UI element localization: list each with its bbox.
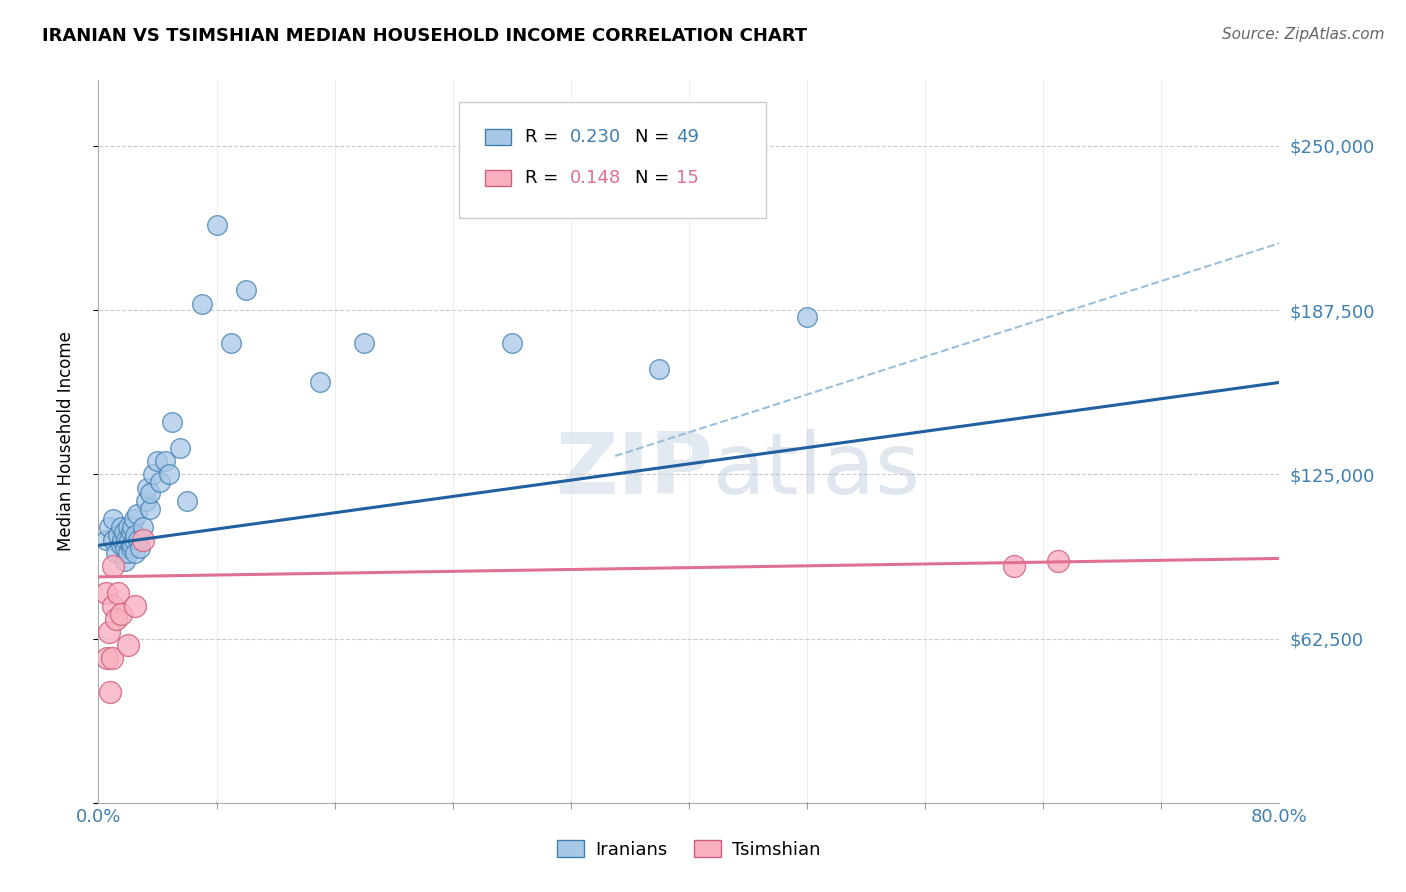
Point	[149, 475, 172, 490]
Point	[103, 512, 125, 526]
Point	[124, 599, 146, 613]
Point	[125, 507, 148, 521]
Point	[117, 520, 139, 534]
Point	[136, 481, 159, 495]
Point	[135, 493, 157, 508]
Point	[309, 376, 332, 390]
Text: N =: N =	[634, 169, 675, 186]
Text: R =: R =	[524, 128, 564, 145]
Point	[124, 528, 146, 542]
Point	[162, 415, 183, 429]
Text: N =: N =	[634, 128, 675, 145]
Text: 0.148: 0.148	[569, 169, 621, 186]
FancyBboxPatch shape	[485, 128, 510, 145]
Point	[120, 525, 142, 540]
Text: Source: ZipAtlas.com: Source: ZipAtlas.com	[1222, 27, 1385, 42]
Point	[114, 554, 136, 568]
Point	[122, 533, 145, 547]
Point	[110, 607, 132, 621]
Y-axis label: Median Household Income: Median Household Income	[56, 332, 75, 551]
Point	[97, 625, 120, 640]
Point	[121, 538, 143, 552]
Point	[127, 533, 149, 547]
Point	[124, 546, 146, 560]
Point	[110, 520, 132, 534]
Point	[501, 336, 523, 351]
Point	[139, 485, 162, 500]
Text: R =: R =	[524, 169, 564, 186]
Point	[103, 599, 125, 613]
Legend: Iranians, Tsimshian: Iranians, Tsimshian	[550, 833, 828, 866]
Point	[105, 546, 128, 560]
FancyBboxPatch shape	[458, 102, 766, 218]
Point	[100, 651, 122, 665]
Text: IRANIAN VS TSIMSHIAN MEDIAN HOUSEHOLD INCOME CORRELATION CHART: IRANIAN VS TSIMSHIAN MEDIAN HOUSEHOLD IN…	[42, 27, 807, 45]
Point	[96, 651, 118, 665]
Point	[94, 585, 117, 599]
Point	[146, 454, 169, 468]
Point	[132, 520, 155, 534]
Point	[648, 362, 671, 376]
Point	[128, 541, 150, 555]
FancyBboxPatch shape	[485, 169, 510, 186]
Point	[1002, 559, 1025, 574]
Point	[105, 612, 128, 626]
Point	[221, 336, 243, 351]
Point	[191, 296, 214, 310]
Point	[796, 310, 818, 324]
Point	[121, 520, 143, 534]
Point	[205, 218, 228, 232]
Text: 15: 15	[676, 169, 699, 186]
Text: ZIP: ZIP	[555, 429, 713, 512]
Point	[114, 541, 136, 555]
Point	[120, 541, 142, 555]
Point	[157, 467, 180, 482]
Point	[107, 585, 129, 599]
Text: 49: 49	[676, 128, 699, 145]
Point	[122, 512, 145, 526]
Point	[110, 538, 132, 552]
Point	[94, 533, 117, 547]
Point	[118, 533, 141, 547]
Point	[117, 546, 139, 560]
Point	[132, 533, 155, 547]
Point	[235, 284, 257, 298]
Point	[1046, 554, 1070, 568]
Text: atlas: atlas	[713, 429, 921, 512]
Point	[112, 525, 135, 540]
Point	[153, 454, 176, 468]
Point	[115, 533, 138, 547]
Point	[103, 559, 125, 574]
Point	[97, 520, 120, 534]
Text: 0.230: 0.230	[569, 128, 621, 145]
Point	[107, 528, 129, 542]
Point	[98, 685, 121, 699]
Point	[139, 501, 162, 516]
Point	[142, 467, 165, 482]
Point	[117, 638, 139, 652]
Point	[169, 441, 191, 455]
Point	[176, 493, 198, 508]
Point	[103, 533, 125, 547]
Point	[353, 336, 375, 351]
Point	[111, 533, 134, 547]
